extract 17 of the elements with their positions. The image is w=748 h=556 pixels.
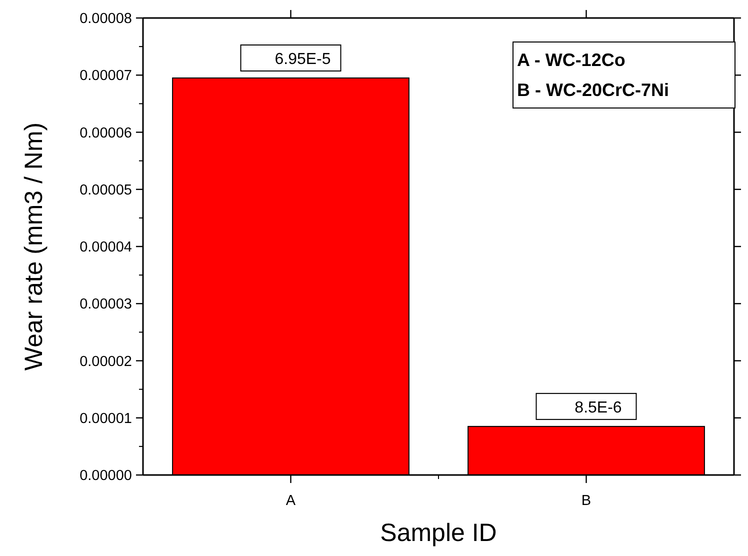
x-axis-title: Sample ID	[380, 519, 497, 547]
y-tick-label: 0.00001	[80, 410, 132, 427]
x-tick-label: A	[286, 493, 296, 509]
y-tick-label: 0.00000	[80, 468, 132, 484]
x-tick-label: B	[581, 493, 592, 509]
data-label: 6.95E-5	[274, 50, 331, 68]
y-axis-title: Wear rate (mm3 / Nm)	[20, 122, 48, 371]
y-tick-label: 0.00004	[80, 240, 132, 256]
y-tick-label: 0.00005	[80, 182, 132, 198]
annotation: A - WC-12Co	[517, 50, 626, 70]
annotation: B - WC-20CrC-7Ni	[517, 80, 670, 100]
y-tick-label: 0.00008	[80, 11, 132, 28]
y-tick-label: 0.00003	[80, 296, 132, 313]
y-tick-label: 0.00002	[80, 354, 132, 370]
y-tick-label: 0.00007	[80, 68, 132, 84]
data-label: 8.5E-6	[574, 399, 622, 416]
y-tick-label: 0.00006	[80, 125, 132, 142]
